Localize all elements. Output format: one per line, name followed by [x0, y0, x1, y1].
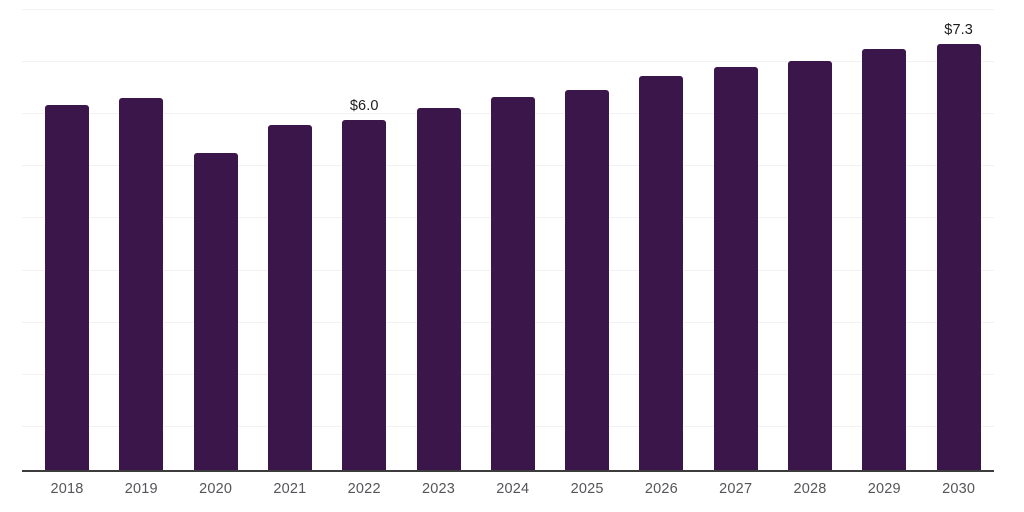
x-tick-label-2028: 2028	[793, 481, 827, 497]
bar-2019[interactable]	[119, 98, 164, 471]
bar-group[interactable]	[416, 1, 461, 471]
x-tick-label-2019: 2019	[124, 481, 158, 497]
x-tick-label-2022: 2022	[347, 481, 381, 497]
bar-group[interactable]	[788, 1, 832, 471]
bar-group[interactable]	[565, 1, 610, 471]
x-tick-label-2018: 2018	[50, 481, 84, 497]
bar-2020[interactable]	[193, 153, 238, 471]
gridline	[22, 61, 994, 63]
bar-2025[interactable]	[565, 90, 610, 471]
x-tick-label-2026: 2026	[644, 481, 678, 497]
x-tick-label-2023: 2023	[421, 481, 456, 497]
bar-group[interactable]	[639, 1, 684, 471]
bar-2026[interactable]	[639, 75, 684, 471]
bar-group[interactable]: $6.0	[342, 1, 387, 471]
bar-2029[interactable]	[862, 49, 907, 471]
bar-group[interactable]	[713, 1, 758, 471]
x-tick-label-2025: 2025	[570, 481, 604, 497]
bar-2021[interactable]	[267, 124, 312, 471]
bar-group[interactable]	[45, 1, 89, 471]
bar-2023[interactable]	[416, 108, 461, 471]
plot-area: $6.0 $7.3	[22, 1, 994, 471]
bar-2027[interactable]	[713, 67, 758, 471]
bar-value-label-2022: $6.0	[349, 97, 379, 114]
bar-group[interactable]	[267, 1, 312, 471]
x-axis-labels: 2018 2019 2020 2021 2022 2023 2024 2025 2026 2027…	[0, 481, 1024, 512]
x-axis-line	[22, 470, 994, 472]
x-tick-label-2027: 2027	[719, 481, 753, 497]
bars-layer: $6.0 $7.3	[45, 1, 981, 471]
bar-2018[interactable]	[45, 105, 89, 471]
x-tick-label-2024: 2024	[496, 481, 530, 497]
bar-2028[interactable]	[788, 61, 832, 471]
bar-2024[interactable]	[490, 96, 535, 471]
bar-group[interactable]: $7.3	[936, 1, 981, 471]
bar-group[interactable]	[862, 1, 907, 471]
bar-2022[interactable]	[342, 119, 387, 471]
x-tick-label-2029: 2029	[867, 481, 901, 497]
x-tick-label-2021: 2021	[273, 481, 307, 497]
bar-group[interactable]	[193, 1, 238, 471]
bar-group[interactable]	[119, 1, 164, 471]
bar-value-label-2030: $7.3	[944, 21, 973, 38]
bar-2030[interactable]	[936, 43, 981, 471]
x-tick-label-2020: 2020	[199, 481, 233, 497]
gridline	[22, 9, 994, 10]
bar-group[interactable]	[490, 1, 535, 471]
x-tick-label-2030: 2030	[942, 481, 976, 497]
